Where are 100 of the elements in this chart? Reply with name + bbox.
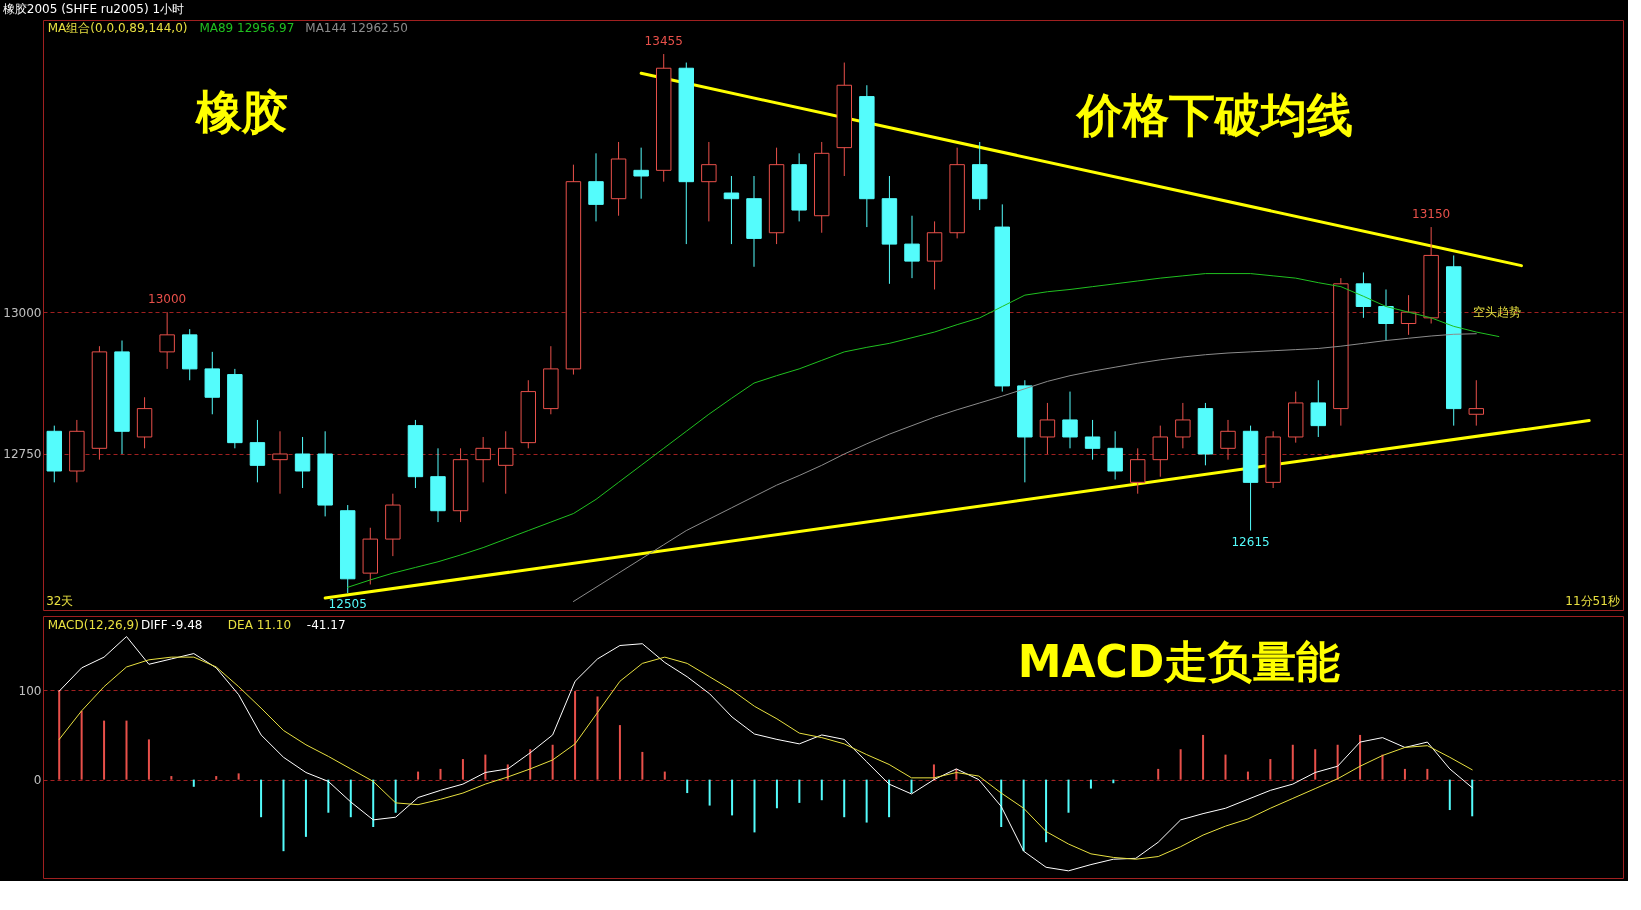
bar bbox=[439, 768, 442, 780]
annotation: MA组合(0,0,0,89,144,0) bbox=[47, 21, 188, 36]
bar bbox=[1448, 779, 1451, 811]
annotation: 12615 bbox=[1231, 534, 1270, 549]
bar bbox=[865, 779, 868, 823]
bar bbox=[798, 779, 801, 803]
annotation: -41.17 bbox=[306, 618, 346, 633]
bar bbox=[417, 771, 420, 780]
bar bbox=[753, 779, 756, 833]
candlestick bbox=[1084, 419, 1101, 461]
y-tick-label: 13000 bbox=[3, 305, 42, 320]
text: MA89 12956.97 bbox=[199, 21, 295, 36]
bar bbox=[394, 779, 397, 813]
bar bbox=[1359, 734, 1362, 780]
bar bbox=[1336, 744, 1339, 780]
bar bbox=[551, 744, 554, 780]
bar bbox=[1089, 779, 1092, 789]
line-series bbox=[572, 333, 1477, 602]
candlestick bbox=[475, 436, 491, 483]
candlestick bbox=[723, 175, 740, 245]
candlestick bbox=[1107, 430, 1123, 481]
bar bbox=[192, 779, 195, 787]
series-label: DIFF -9.48 bbox=[140, 618, 203, 633]
candlestick bbox=[1220, 419, 1236, 461]
bar bbox=[147, 739, 150, 780]
candlestick bbox=[159, 311, 175, 370]
bar bbox=[237, 773, 240, 780]
y-tick-label: 12750 bbox=[3, 447, 42, 462]
bar bbox=[282, 779, 285, 852]
bar bbox=[596, 696, 599, 780]
annotation: 13150 bbox=[1412, 207, 1451, 222]
bar bbox=[1269, 759, 1272, 780]
bar bbox=[1291, 744, 1294, 780]
bar bbox=[708, 779, 711, 806]
candlestick bbox=[272, 430, 288, 495]
candlestick bbox=[1355, 271, 1372, 319]
bar bbox=[888, 779, 891, 818]
candlestick bbox=[904, 215, 920, 279]
bar bbox=[843, 779, 846, 818]
annotation: 13000 bbox=[148, 292, 187, 307]
bar bbox=[910, 779, 913, 794]
candlestick bbox=[1310, 379, 1327, 438]
candlestick bbox=[633, 147, 649, 200]
bar bbox=[663, 771, 666, 780]
bar bbox=[170, 776, 173, 780]
bar bbox=[686, 779, 689, 794]
candlestick bbox=[1378, 288, 1394, 342]
bar bbox=[1224, 754, 1227, 780]
bar bbox=[641, 751, 644, 780]
bar bbox=[58, 690, 61, 780]
bar bbox=[1471, 779, 1474, 817]
bar bbox=[574, 691, 577, 780]
text: DEA 11.10 bbox=[227, 618, 292, 633]
bar bbox=[1381, 754, 1384, 780]
bar bbox=[820, 779, 823, 801]
bar bbox=[1067, 779, 1070, 813]
bar bbox=[1426, 768, 1429, 780]
candlestick bbox=[1129, 447, 1146, 495]
bar bbox=[215, 776, 218, 780]
y-tick-label: 100 bbox=[18, 683, 42, 698]
bar bbox=[461, 759, 464, 780]
bar bbox=[1000, 779, 1003, 828]
candlestick bbox=[1152, 425, 1169, 478]
annotation: 32天 bbox=[46, 594, 74, 609]
bar bbox=[1179, 749, 1182, 780]
bar bbox=[529, 749, 532, 780]
candlestick bbox=[294, 436, 311, 489]
bar bbox=[1045, 779, 1048, 843]
annotation: 价格下破均线 bbox=[1075, 88, 1354, 143]
annotation: 橡胶 bbox=[195, 85, 289, 140]
annotation: MACD走负量能 bbox=[1017, 636, 1341, 688]
bar bbox=[484, 754, 487, 780]
y-tick-label: 0 bbox=[33, 773, 42, 788]
bar bbox=[1246, 771, 1249, 780]
candlestick bbox=[1039, 402, 1056, 455]
bar bbox=[372, 779, 375, 828]
candlestick bbox=[497, 430, 514, 495]
annotation: 空头趋势 bbox=[1472, 305, 1521, 320]
bar bbox=[1202, 734, 1205, 780]
candlestick bbox=[1468, 379, 1485, 427]
bar bbox=[349, 779, 352, 818]
bar bbox=[327, 779, 330, 813]
bar bbox=[775, 779, 778, 809]
bar bbox=[260, 779, 263, 818]
text: MA144 12962.50 bbox=[305, 21, 408, 36]
bar bbox=[125, 720, 128, 780]
annotation: 13455 bbox=[644, 34, 683, 49]
bar bbox=[1022, 779, 1025, 852]
annotation: MACD(12,26,9) bbox=[47, 618, 139, 633]
annotation: 11分51秒 bbox=[1565, 594, 1620, 609]
candlestick bbox=[249, 419, 266, 483]
candlestick bbox=[1062, 391, 1078, 449]
candlestick bbox=[701, 141, 717, 222]
bar bbox=[304, 779, 307, 837]
bar bbox=[103, 720, 106, 780]
candlestick bbox=[1175, 402, 1191, 449]
bar bbox=[1403, 768, 1406, 780]
candlestick bbox=[588, 152, 604, 222]
bar bbox=[1314, 749, 1317, 780]
bar bbox=[1157, 768, 1160, 780]
